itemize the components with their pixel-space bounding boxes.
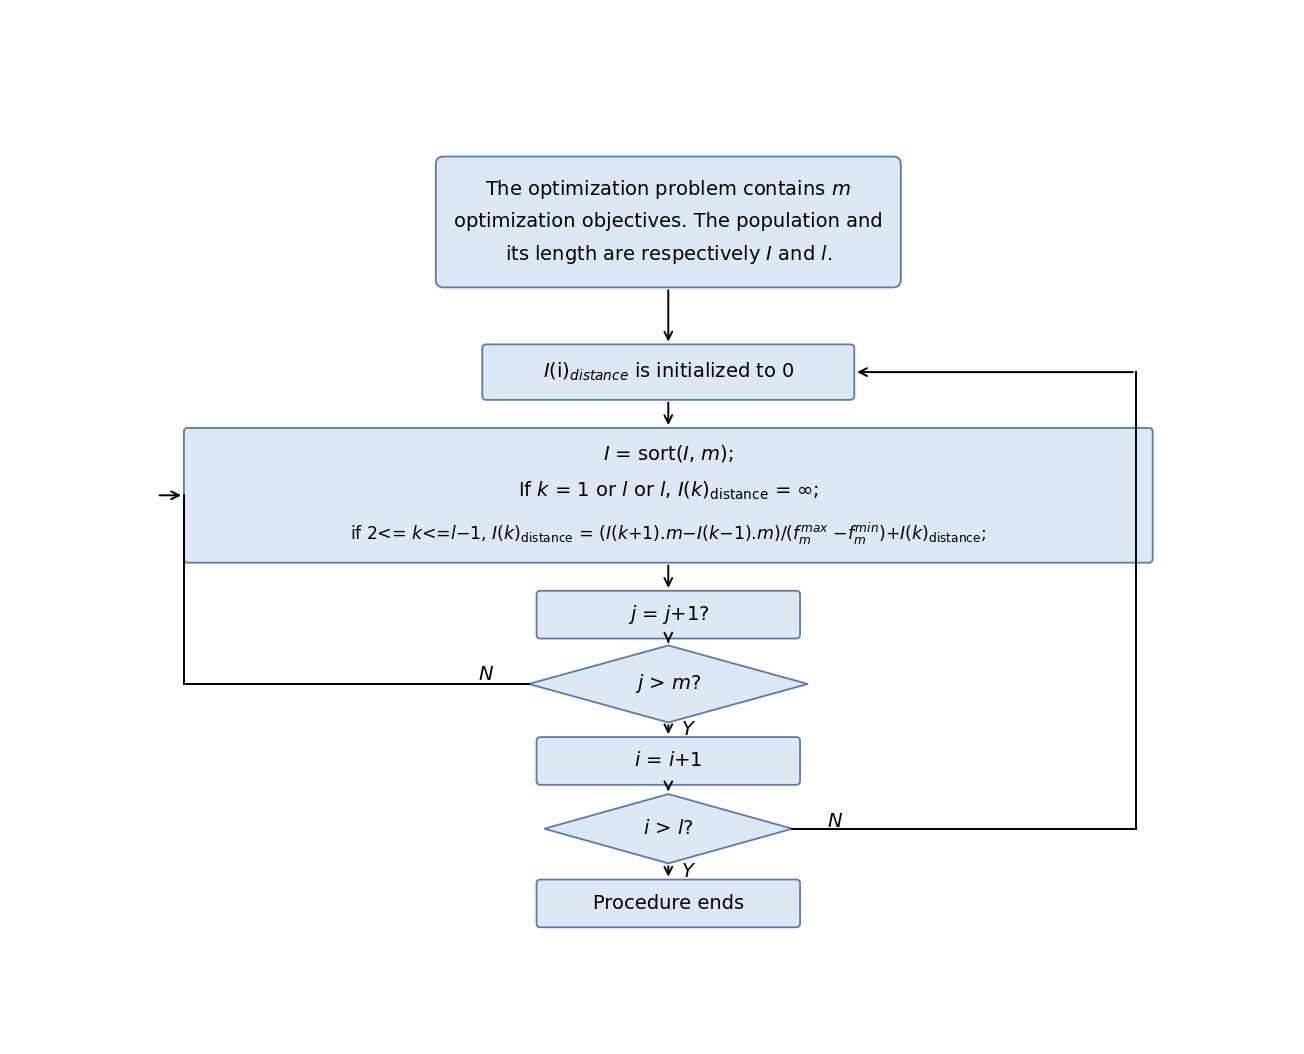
Text: optimization objectives. The population and: optimization objectives. The population … [454, 213, 883, 232]
Text: $\it{i}$ = $\it{i}$+1: $\it{i}$ = $\it{i}$+1 [634, 752, 703, 770]
Text: The optimization problem contains $\it{m}$: The optimization problem contains $\it{m… [485, 178, 852, 201]
FancyBboxPatch shape [482, 345, 854, 399]
Text: $\it{N}$: $\it{N}$ [479, 665, 494, 684]
Text: its length are respectively $\it{I}$ and $\it{l}$.: its length are respectively $\it{I}$ and… [505, 242, 832, 266]
Polygon shape [544, 794, 793, 863]
Text: $\it{I}$ = sort($\it{I}$, $\it{m}$);: $\it{I}$ = sort($\it{I}$, $\it{m}$); [602, 444, 734, 464]
Polygon shape [529, 645, 807, 722]
FancyBboxPatch shape [536, 879, 801, 928]
Text: Procedure ends: Procedure ends [593, 894, 743, 913]
FancyBboxPatch shape [184, 428, 1153, 563]
FancyBboxPatch shape [536, 591, 801, 639]
Text: $\it{Y}$: $\it{Y}$ [682, 720, 696, 739]
Text: $\it{j}$ = $\it{j}$+1?: $\it{j}$ = $\it{j}$+1? [627, 603, 709, 626]
Text: $\it{j}$ > $\it{m}$?: $\it{j}$ > $\it{m}$? [635, 672, 702, 696]
Text: $\it{i}$ > $\it{l}$?: $\it{i}$ > $\it{l}$? [643, 819, 694, 838]
Text: if 2<= $\it{k}$<=$\it{l}$−1, $\it{I}$($\it{k}$)$_{\mathrm{distance}}$ = ($\it{I}: if 2<= $\it{k}$<=$\it{l}$−1, $\it{I}$($\… [351, 521, 986, 547]
Text: $\it{Y}$: $\it{Y}$ [682, 862, 696, 881]
FancyBboxPatch shape [536, 737, 801, 785]
Text: $\it{I}$(i)$_{\mathit{distance}}$ is initialized to 0: $\it{I}$(i)$_{\mathit{distance}}$ is ini… [542, 360, 794, 384]
FancyBboxPatch shape [436, 156, 901, 288]
Text: $\it{N}$: $\it{N}$ [827, 812, 842, 831]
Text: If $\it{k}$ = 1 or $\it{l}$ or $\it{l}$, $\it{I}$($\it{k}$)$_{\mathrm{distance}}: If $\it{k}$ = 1 or $\it{l}$ or $\it{l}$,… [518, 480, 819, 502]
